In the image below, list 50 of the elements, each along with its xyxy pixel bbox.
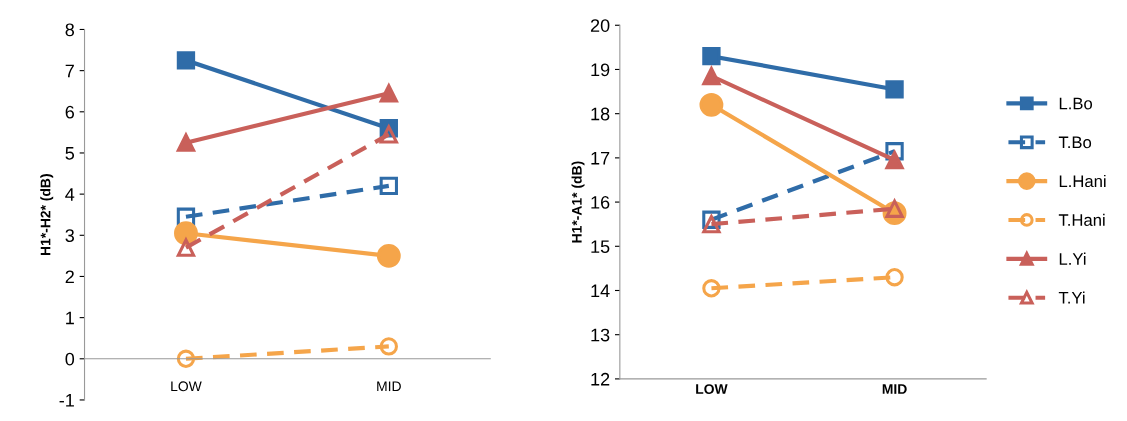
legend-label: L.Bo [1059,97,1093,110]
point [699,92,724,117]
y-tick-label: 14 [591,284,610,298]
y-tick-label: -1 [59,394,74,407]
y-tick-label: 16 [591,196,610,209]
point [702,279,721,298]
point [379,84,398,103]
x-tick-label: MID [377,381,401,392]
y-tick-label: 3 [65,229,75,243]
legend-label: T.Hani [1058,213,1105,226]
point [174,221,198,246]
y-tick-label: 7 [65,64,74,78]
legend-label: L.Yi [1059,252,1086,265]
y-tick-label: 6 [65,105,75,119]
point [176,51,196,70]
point [176,238,196,257]
point [702,66,721,86]
point [885,268,904,287]
y-tick-label: 8 [65,23,75,37]
point [176,349,196,368]
x-tick-label: MID [882,384,907,394]
point [379,125,398,144]
y-tick-label: 13 [591,328,610,342]
y-axis-title: H1*-H2* (dB) [40,174,54,256]
legend-label: L.Hani [1059,174,1106,188]
legend-label: T.Yi [1058,291,1085,304]
point [885,150,904,170]
y-tick-label: 18 [591,107,610,121]
y-tick-label: 17 [591,152,610,165]
point [379,176,398,196]
y-tick-label: 4 [65,188,75,201]
y-tick-label: 1 [66,311,74,325]
point [702,215,721,234]
point [176,207,196,226]
legend-label: T.Bo [1058,136,1092,149]
y-tick-label: 20 [590,19,610,32]
point [885,80,904,99]
y-tick-label: 19 [591,63,610,77]
y-axis-title: H1*-A1* (dB) [571,161,585,243]
point [376,243,401,268]
point [379,337,398,356]
y-tick-label: 12 [591,372,610,386]
y-tick-label: 2 [65,270,74,283]
y-tick-label: 5 [65,147,75,160]
point [176,133,196,152]
y-tick-label: 0 [65,352,75,366]
x-tick-label: LOW [696,384,728,394]
x-tick-label: LOW [171,381,202,392]
y-tick-label: 15 [591,240,610,254]
point [702,47,721,66]
